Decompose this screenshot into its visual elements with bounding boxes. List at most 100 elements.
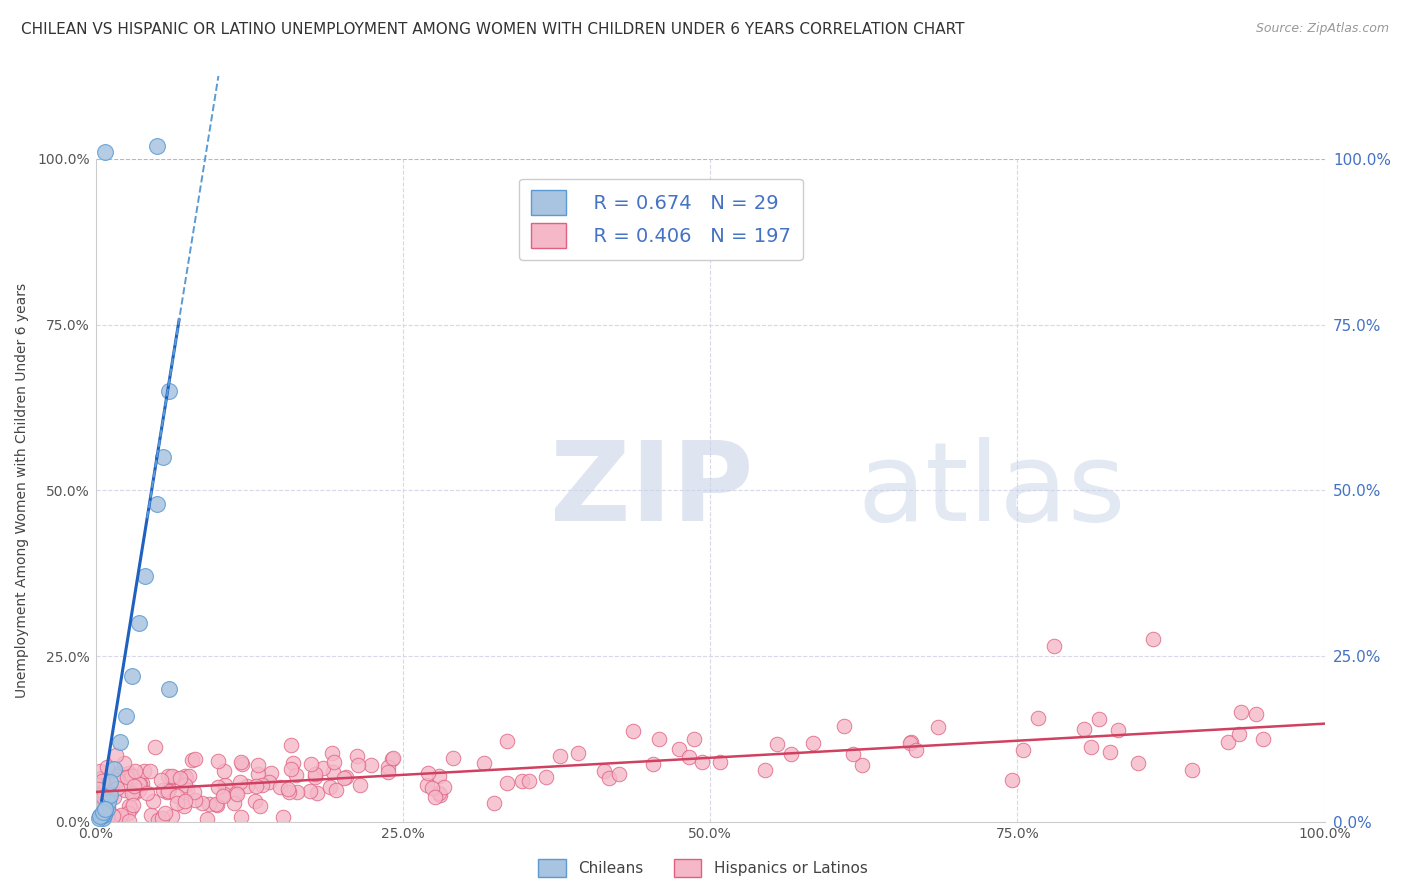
Point [96,801,118,815]
Point [176,782,198,797]
Point [97,776,120,790]
Point [380,752,402,766]
Point [766,737,789,751]
Point [683,731,706,746]
Point [321,747,343,761]
Point [1043,639,1066,653]
Point [1181,763,1204,777]
Point [104,772,127,786]
Point [592,764,614,779]
Point [754,764,776,778]
Text: Source: ZipAtlas.com: Source: ZipAtlas.com [1256,22,1389,36]
Point [136,786,159,800]
Point [278,785,301,799]
Point [139,764,162,779]
Point [174,769,197,783]
Point [110,808,132,822]
Point [89,764,111,779]
Point [207,754,229,768]
Point [212,787,235,801]
Point [87,810,110,824]
Point [177,769,200,783]
Point [115,708,138,723]
Point [146,497,169,511]
Point [90,771,112,785]
Point [304,767,326,781]
Point [131,775,153,789]
Point [277,781,299,796]
Point [222,796,245,810]
Point [98,791,121,805]
Point [235,779,257,793]
Point [107,810,129,824]
Point [416,766,439,780]
Point [927,720,949,734]
Point [496,734,519,748]
Point [377,765,399,780]
Point [157,781,180,796]
Point [335,771,357,785]
Point [124,764,146,778]
Point [97,795,120,809]
Point [325,783,347,797]
Point [191,796,214,810]
Point [148,813,170,827]
Point [678,750,700,764]
Point [118,766,141,780]
Point [94,793,117,807]
Point [205,797,228,811]
Point [100,785,122,799]
Point [94,801,117,815]
Point [157,769,180,783]
Point [1098,745,1121,759]
Point [195,812,218,826]
Point [299,784,322,798]
Point [162,770,184,784]
Point [269,780,291,794]
Point [246,757,269,772]
Point [482,797,505,811]
Point [1026,711,1049,725]
Point [94,145,117,160]
Point [621,724,644,739]
Point [96,760,118,774]
Point [121,786,143,800]
Point [229,810,252,824]
Point [120,800,142,814]
Point [231,757,253,772]
Point [90,808,112,822]
Point [305,786,328,800]
Point [103,762,125,776]
Point [495,776,517,790]
Point [91,789,114,804]
Point [1128,756,1150,770]
Point [534,770,557,784]
Point [285,785,308,799]
Point [166,796,188,810]
Point [668,742,690,756]
Point [149,773,172,788]
Point [93,789,115,804]
Point [104,748,127,763]
Point [690,756,713,770]
Point [98,789,121,803]
Point [174,771,197,785]
Point [118,814,141,829]
Point [180,752,202,766]
Point [86,795,108,809]
Legend: Chileans, Hispanics or Latinos: Chileans, Hispanics or Latinos [531,852,875,884]
Point [429,789,451,803]
Point [128,777,150,791]
Point [229,755,252,769]
Point [607,767,630,781]
Point [280,738,302,752]
Point [117,805,139,820]
Point [1001,773,1024,788]
Point [349,779,371,793]
Point [1107,723,1129,737]
Point [709,755,731,769]
Point [104,770,127,784]
Point [214,777,236,791]
Point [212,764,235,778]
Point [101,784,124,798]
